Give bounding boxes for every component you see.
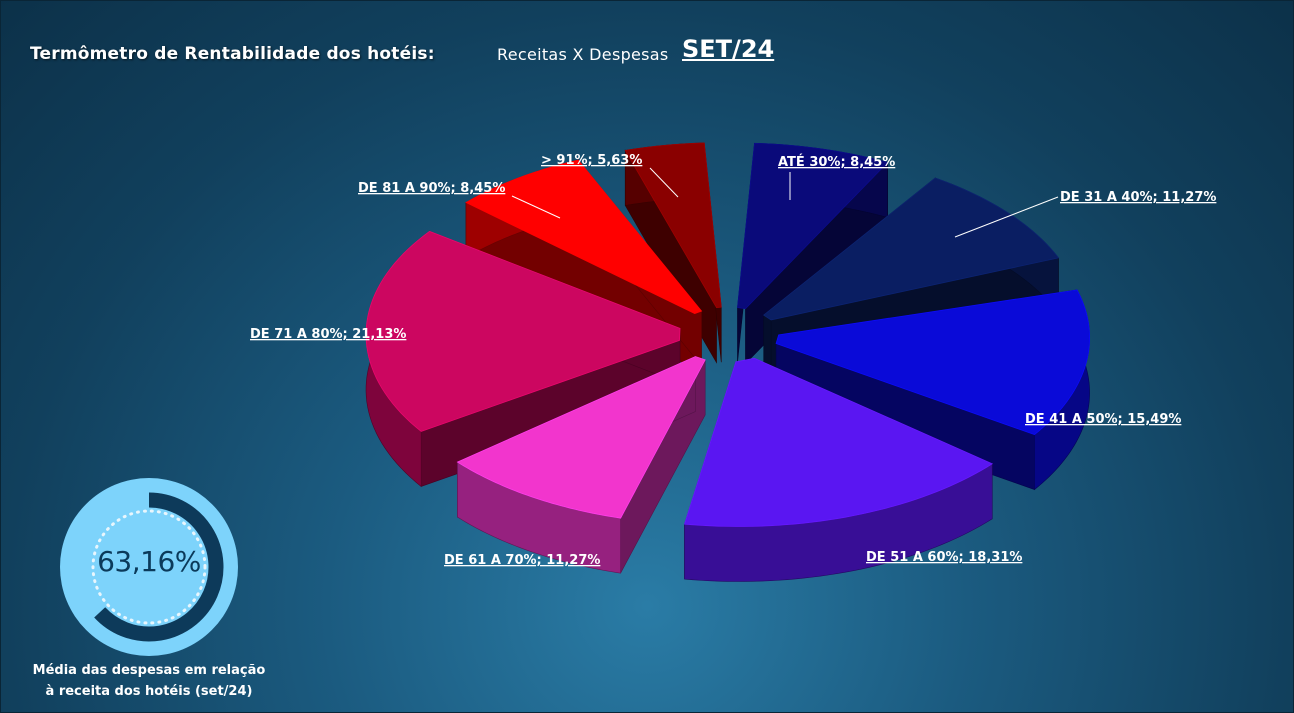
slice-label-4: DE 61 A 70%; 11,27% [444, 553, 600, 568]
period-label: SET/24 [682, 35, 775, 63]
gauge-dotted-ring [91, 509, 207, 625]
pie-slice-top [683, 357, 994, 527]
gauge-progress-arc [94, 492, 224, 642]
slice-label-1: DE 31 A 40%; 11,27% [1060, 190, 1216, 205]
slice-label-6: DE 81 A 90%; 8,45% [358, 181, 505, 196]
pie-slice-top [624, 142, 722, 309]
pie-slice-top [456, 356, 706, 519]
leader-line-7 [649, 167, 679, 198]
gauge-caption: Média das despesas em relação à receita … [18, 660, 280, 702]
pie-slice-5 [365, 230, 681, 488]
slice-label-5: DE 71 A 80%; 21,13% [250, 327, 406, 342]
average-expense-gauge [60, 478, 238, 656]
gauge-value: 63,16% [97, 545, 201, 578]
pie-slice-top [763, 177, 1060, 321]
leader-line-1 [954, 196, 1059, 238]
slice-label-7: > 91%; 5,63% [541, 153, 642, 168]
pie-slice-top [365, 230, 681, 432]
leader-line-6 [511, 195, 561, 219]
gauge-caption-line2: à receita dos hotéis (set/24) [45, 684, 253, 699]
pie-slice-4 [456, 356, 706, 574]
pie-slice-top [775, 289, 1091, 436]
slice-label-0: ATÉ 30%; 8,45% [778, 154, 895, 170]
slice-label-2: DE 41 A 50%; 15,49% [1025, 412, 1181, 427]
page-subtitle: Receitas X Despesas [497, 45, 669, 64]
slice-label-3: DE 51 A 60%; 18,31% [866, 550, 1022, 565]
pie-slice-2 [775, 289, 1091, 491]
pie-slice-top [737, 142, 889, 310]
pie-slice-top [465, 159, 703, 315]
pie-slice-3 [683, 357, 994, 582]
page-title: Termômetro de Rentabilidade dos hotéis: [30, 44, 435, 64]
gauge-caption-line1: Média das despesas em relação [32, 663, 266, 678]
